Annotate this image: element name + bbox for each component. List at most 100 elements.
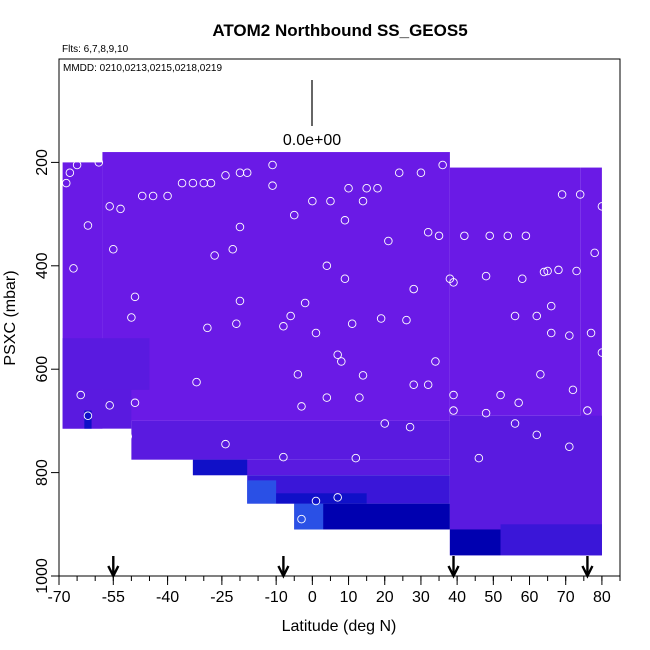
sample-marker-3 [94,158,104,167]
y-tick-label: 400 [34,252,51,279]
sample-marker-23 [210,251,219,260]
y-axis: 200 400 600 800 1000 [34,149,59,594]
x-tick-label: 60 [521,589,539,606]
sample-marker-39 [373,183,382,193]
heatmap-cell-5 [62,338,150,390]
sample-marker-40 [340,216,350,225]
sample-marker-78 [546,328,556,338]
sample-marker-9 [116,204,125,214]
heatmap-cell-4 [62,389,132,429]
sample-marker-35 [326,196,335,206]
sample-marker-96 [536,370,545,379]
sample-marker-93 [481,408,491,418]
sample-marker-110 [333,493,342,502]
sample-marker-0 [61,178,71,188]
sample-marker-79 [565,331,574,340]
sample-marker-67 [286,311,295,321]
sample-marker-55 [268,181,277,190]
x-tick-label: 10 [340,589,358,606]
sample-marker-26 [127,313,136,322]
x-tick-label: -55 [102,589,125,606]
sample-marker-76 [532,311,542,321]
sample-marker-5 [69,264,78,273]
sample-marker-15 [188,178,198,188]
sample-marker-108 [474,453,484,463]
flight-arrow-head-1 [277,565,290,579]
sample-marker-98 [583,406,592,415]
sample-marker-104 [405,422,415,432]
heatmap-cells [62,152,602,556]
sample-marker-48 [485,231,494,241]
sample-marker-18 [221,171,230,180]
sample-marker-6 [76,390,85,400]
heatmap-cell-1 [102,152,450,421]
sample-marker-54 [590,248,599,258]
sample-marker-71 [347,319,357,328]
sample-marker-12 [148,191,158,201]
y-tick-label: 1000 [34,558,51,594]
x-tick-label: -70 [47,589,70,606]
sample-marker-28 [130,398,140,408]
sample-marker-43 [416,168,426,177]
sample-marker-24 [228,245,237,254]
sample-marker-70 [311,328,321,338]
sample-marker-44 [438,160,447,170]
sample-marker-13 [163,191,172,201]
sample-marker-97 [568,385,578,395]
sample-marker-66 [572,266,581,276]
heatmap-cell-14 [294,503,324,530]
sample-marker-84 [358,371,368,380]
sample-marker-34 [308,196,317,206]
sample-marker-92 [449,406,458,415]
flights-note: Flts: 6,7,8,9,10 [62,44,129,55]
x-tick-label: 80 [593,589,611,606]
sample-marker-31 [235,296,245,306]
sample-marker-50 [521,231,531,241]
heatmap-cell-12 [276,493,367,504]
sample-marker-53 [597,202,607,211]
sample-marker-60 [449,278,458,287]
sample-marker-82 [333,350,342,359]
y-axis-label: PSXC (mbar) [2,270,19,365]
sample-marker-101 [565,442,574,452]
heatmap-cell-15 [449,529,501,556]
sample-marker-1 [65,168,75,177]
sample-marker-80 [586,328,596,338]
sample-marker-89 [409,380,418,389]
heatmap-cell-6 [131,420,450,460]
sample-marker-91 [449,390,458,400]
sample-marker-109 [311,496,321,506]
x-tick-label: 20 [376,589,394,606]
x-tick-label: 30 [412,589,430,606]
x-tick-label: -25 [210,589,233,606]
sample-marker-42 [394,168,404,177]
sample-marker-75 [510,311,520,321]
sample-marker-49 [503,231,513,241]
sample-marker-11 [137,191,147,201]
sample-marker-21 [268,160,277,170]
sample-marker-95 [514,398,523,408]
sample-marker-8 [105,202,114,211]
sample-marker-100 [532,430,542,440]
x-tick-label: 0 [308,589,317,606]
x-tick-label: -10 [265,589,288,606]
sample-marker-107 [351,453,361,463]
sample-marker-41 [384,236,393,246]
sample-marker-51 [557,190,567,199]
y-tick-label: 200 [34,149,51,176]
flight-arrow-head-0 [107,565,120,579]
sample-marker-102 [297,402,306,411]
heatmap-cell-2 [449,167,581,416]
sample-marker-32 [232,319,241,328]
sample-marker-73 [402,315,411,325]
sample-marker-87 [322,393,332,402]
plot-frame [58,58,621,577]
sample-marker-94 [496,390,505,400]
sample-marker-46 [434,231,444,241]
sample-marker-22 [235,222,245,232]
sample-marker-38 [362,183,371,193]
x-tick-label: 40 [448,589,466,606]
sample-marker-111 [297,514,306,524]
sample-marker-69 [279,322,288,331]
